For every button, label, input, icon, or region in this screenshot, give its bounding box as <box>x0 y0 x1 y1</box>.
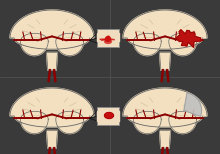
Polygon shape <box>169 111 196 134</box>
Polygon shape <box>160 52 170 70</box>
Polygon shape <box>47 52 57 70</box>
Polygon shape <box>47 130 57 148</box>
Polygon shape <box>160 130 170 148</box>
Polygon shape <box>10 88 94 127</box>
Wedge shape <box>184 93 202 116</box>
Polygon shape <box>134 111 161 134</box>
Polygon shape <box>123 88 207 127</box>
Polygon shape <box>56 111 84 134</box>
Polygon shape <box>134 33 161 56</box>
Polygon shape <box>20 33 48 56</box>
Polygon shape <box>10 10 94 49</box>
Polygon shape <box>20 111 48 134</box>
Polygon shape <box>106 36 110 41</box>
Polygon shape <box>104 113 114 118</box>
FancyBboxPatch shape <box>97 29 119 47</box>
Polygon shape <box>176 30 201 47</box>
FancyBboxPatch shape <box>97 107 119 125</box>
Polygon shape <box>123 10 207 49</box>
Polygon shape <box>169 33 196 56</box>
Polygon shape <box>56 33 84 56</box>
Polygon shape <box>104 40 112 43</box>
